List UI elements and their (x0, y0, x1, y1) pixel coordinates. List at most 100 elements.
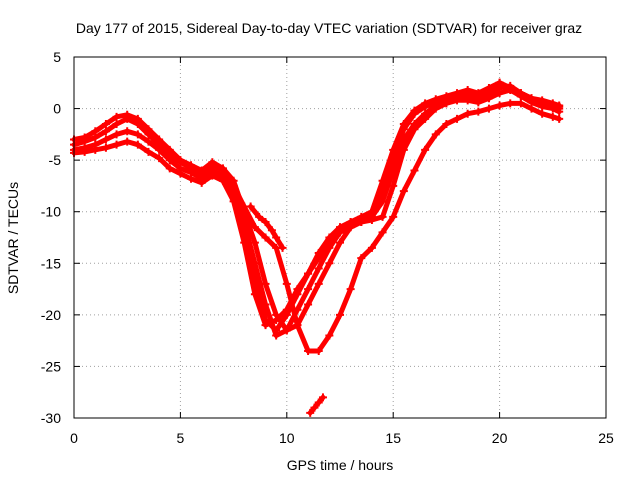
data-point (367, 207, 376, 216)
data-point (144, 147, 153, 156)
data-point (250, 223, 259, 232)
y-tick-label: -20 (41, 307, 61, 323)
data-point (229, 197, 238, 206)
data-point (80, 147, 89, 156)
data-point (506, 99, 515, 108)
data-point (155, 145, 164, 154)
data-point (133, 120, 142, 129)
series-group (70, 78, 564, 417)
data-point (112, 120, 121, 129)
data-point (304, 269, 313, 278)
data-point (133, 130, 142, 139)
series-line-track-7 (307, 394, 326, 416)
y-tick-label: 5 (53, 49, 61, 65)
data-point (229, 181, 238, 190)
data-point (144, 137, 153, 146)
y-axis-label: SDTVAR / TECUs (5, 182, 21, 294)
data-point (197, 178, 206, 187)
data-point (421, 145, 430, 154)
data-point (272, 233, 281, 242)
data-point (314, 279, 323, 288)
data-point (538, 98, 547, 107)
chart-title: Day 177 of 2015, Sidereal Day-to-day VTE… (76, 20, 582, 36)
data-point (176, 169, 185, 178)
data-point (218, 166, 227, 175)
data-point (314, 254, 323, 263)
series-markers-track-6 (246, 202, 287, 252)
data-point (410, 166, 419, 175)
data-point (336, 310, 344, 319)
series-markers-track-4 (70, 78, 564, 330)
x-tick-label: 5 (177, 430, 185, 446)
data-point (133, 140, 142, 149)
data-point (346, 223, 355, 232)
y-tick-label: -5 (49, 152, 62, 168)
y-tick-label: -30 (41, 410, 61, 426)
data-point (310, 403, 319, 412)
data-point (240, 238, 249, 247)
data-point (399, 187, 408, 196)
data-point (282, 326, 291, 335)
data-point (208, 171, 217, 180)
data-point (282, 305, 291, 314)
data-point (306, 408, 315, 417)
data-point (421, 99, 430, 108)
data-point (101, 135, 110, 144)
data-point (516, 89, 525, 98)
data-point (293, 321, 302, 330)
data-point (463, 86, 472, 95)
series-line-track-6 (248, 204, 285, 251)
data-point (261, 279, 270, 288)
data-point (123, 137, 132, 146)
data-point (304, 285, 313, 294)
data-point (165, 156, 174, 165)
data-point (484, 104, 493, 113)
data-point (293, 285, 302, 294)
data-point (314, 398, 323, 407)
x-tick-label: 25 (598, 430, 614, 446)
x-tick-label: 0 (70, 430, 78, 446)
y-tick-label: -15 (41, 255, 61, 271)
data-point (527, 104, 536, 113)
data-point (272, 316, 281, 325)
data-point (314, 264, 323, 273)
data-point (246, 202, 255, 211)
data-point (218, 176, 227, 185)
data-point (410, 120, 419, 129)
series-line-track-1 (71, 87, 562, 333)
data-point (453, 114, 462, 123)
data-point (123, 114, 132, 123)
data-point (255, 212, 264, 221)
grid (74, 57, 606, 418)
data-point (101, 120, 110, 129)
plot-frame (73, 56, 607, 419)
data-point (165, 164, 174, 173)
data-point (378, 228, 387, 237)
x-axis-label: GPS time / hours (287, 457, 394, 473)
data-point (399, 120, 408, 129)
data-point (442, 92, 451, 101)
data-point (367, 243, 376, 252)
data-point (112, 140, 121, 149)
data-point (378, 176, 387, 185)
x-tick-label: 10 (279, 430, 295, 446)
data-point (261, 218, 270, 227)
data-point (325, 259, 334, 268)
data-point (527, 94, 536, 103)
data-point (548, 112, 557, 121)
data-point (336, 238, 344, 247)
data-point (278, 243, 287, 252)
data-point (484, 83, 493, 92)
data-point (442, 120, 451, 129)
data-point (463, 109, 472, 118)
x-tick-label: 20 (492, 430, 508, 446)
data-point (123, 127, 132, 136)
series-line-track-2 (71, 83, 562, 338)
data-point (495, 78, 504, 87)
data-point (112, 130, 121, 139)
data-point (101, 127, 110, 136)
axes: 0 5 10 15 20 25 -30 -25 -20 -15 -10 -5 0 5 (41, 49, 614, 446)
data-point (389, 212, 398, 221)
data-point (112, 112, 121, 121)
data-point (325, 238, 334, 247)
